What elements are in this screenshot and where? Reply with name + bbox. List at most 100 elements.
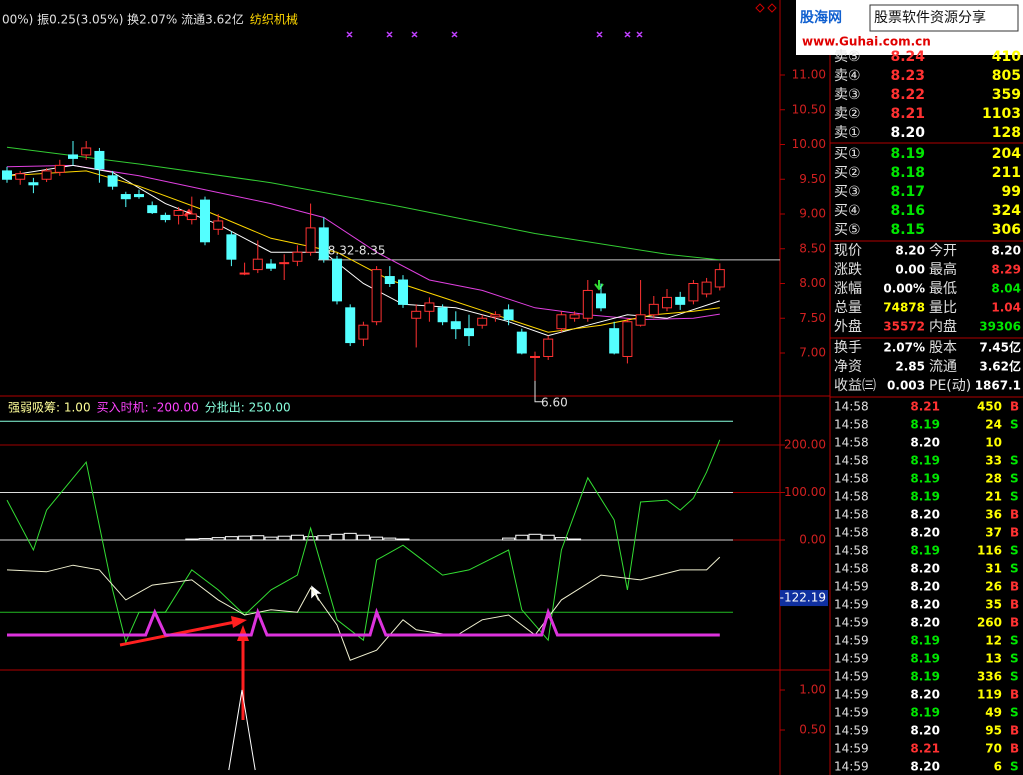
candle-body <box>15 173 26 180</box>
histogram-bar <box>185 538 199 541</box>
trade-time: 14:58 <box>834 562 869 576</box>
trade-time: 14:59 <box>834 634 869 648</box>
trade-side: B <box>1010 580 1019 594</box>
trade-time: 14:59 <box>834 742 869 756</box>
trade-volume: 12 <box>985 634 1002 648</box>
candle-body <box>503 309 514 321</box>
book-price: 8.19 <box>890 146 925 162</box>
book-label: 买③ <box>834 184 861 200</box>
candle-body <box>213 220 224 230</box>
histogram-bar <box>343 532 357 541</box>
y-tick-label: 8.00 <box>799 276 826 290</box>
trade-side: B <box>1010 724 1019 738</box>
trade-side: B <box>1010 742 1019 756</box>
candle-body <box>437 307 448 323</box>
trade-price: 8.20 <box>910 598 940 612</box>
indicator-line <box>6 556 721 661</box>
annotation-arrow-head <box>231 616 247 628</box>
quote-value: 74878 <box>883 301 925 315</box>
window-icons[interactable] <box>755 3 777 13</box>
histogram-bar <box>502 537 516 541</box>
histogram-bar <box>238 535 252 541</box>
quote-value: 35572 <box>883 320 925 334</box>
quote-label: 现价 <box>834 243 862 259</box>
histogram-bar <box>290 534 304 541</box>
header-text: 纺织机械 <box>250 12 298 27</box>
trade-volume: 6 <box>994 760 1002 774</box>
cursor-value: -122.19 <box>780 591 826 605</box>
logo-box <box>796 0 1023 55</box>
candle-body <box>516 331 527 354</box>
candle-body <box>120 194 131 200</box>
book-volume: 805 <box>992 68 1021 84</box>
trade-price: 8.20 <box>910 508 940 522</box>
book-price: 8.16 <box>890 203 925 219</box>
trade-time: 14:59 <box>834 580 869 594</box>
candle-body <box>596 293 606 309</box>
histogram-bar <box>224 536 238 541</box>
candle-body <box>464 328 474 337</box>
trade-volume: 37 <box>985 526 1002 540</box>
book-label: 卖③ <box>834 87 861 103</box>
book-price: 8.23 <box>890 68 925 84</box>
book-price: 8.18 <box>890 165 925 181</box>
quote-label: 总量 <box>834 300 862 316</box>
candle-body <box>318 227 329 260</box>
quote-label: 净资 <box>834 359 862 375</box>
candle-body <box>173 210 184 216</box>
quote-value: 1867.1 <box>975 379 1021 393</box>
cursor-value-box <box>780 590 828 607</box>
book-label: 卖② <box>834 106 861 122</box>
book-label: 卖① <box>834 125 861 141</box>
candle-body <box>701 281 712 295</box>
candle-body <box>68 154 78 159</box>
trade-side: B <box>1010 598 1019 612</box>
logo-brand: 股海网 <box>800 9 842 26</box>
quote-label: 外盘 <box>834 318 862 335</box>
trade-price: 8.20 <box>910 562 940 576</box>
trade-volume: 119 <box>977 688 1002 702</box>
candle-body <box>226 234 237 260</box>
trade-volume: 26 <box>985 580 1002 594</box>
trade-price: 8.20 <box>910 616 940 630</box>
trade-price: 8.19 <box>910 472 940 486</box>
candle-body <box>714 269 725 288</box>
legend-entry: 分批出: 250.00 <box>205 400 291 415</box>
trade-price: 8.21 <box>910 742 940 756</box>
quote-label: 流通 <box>929 359 957 375</box>
trade-price: 8.19 <box>910 418 940 432</box>
quote-value: 7.45亿 <box>979 340 1021 355</box>
candle-body <box>28 182 39 186</box>
trade-volume: 13 <box>985 652 1002 666</box>
quote-label: 最高 <box>929 261 957 278</box>
candle-body <box>134 194 144 198</box>
indicator-line <box>7 607 720 637</box>
trade-volume: 70 <box>985 742 1002 756</box>
histogram-bar <box>317 535 331 541</box>
trade-side: S <box>1010 418 1019 432</box>
candle-body <box>107 175 118 187</box>
quote-value: 8.20 <box>991 244 1021 258</box>
candle-body <box>543 338 554 357</box>
book-label: 买② <box>834 165 861 181</box>
trade-time: 14:58 <box>834 454 869 468</box>
candle-body <box>450 321 461 330</box>
candle-body <box>662 296 672 309</box>
trade-side: S <box>1010 472 1019 486</box>
trade-time: 14:58 <box>834 418 869 432</box>
quote-label: 涨跌 <box>834 262 862 278</box>
quote-value: 8.29 <box>991 263 1021 277</box>
y-tick-label: 0.00 <box>799 533 826 547</box>
histogram-bar <box>568 538 582 541</box>
quote-label: 换手 <box>834 339 862 356</box>
y-tick-label: 7.00 <box>799 346 826 360</box>
book-price: 8.15 <box>890 222 925 238</box>
trade-price: 8.20 <box>910 580 940 594</box>
histogram-bar <box>330 533 344 541</box>
candle-body <box>81 147 92 156</box>
trade-time: 14:58 <box>834 490 869 504</box>
trade-price: 8.19 <box>910 454 940 468</box>
trade-price: 8.19 <box>910 652 940 666</box>
trade-side: S <box>1010 490 1019 504</box>
